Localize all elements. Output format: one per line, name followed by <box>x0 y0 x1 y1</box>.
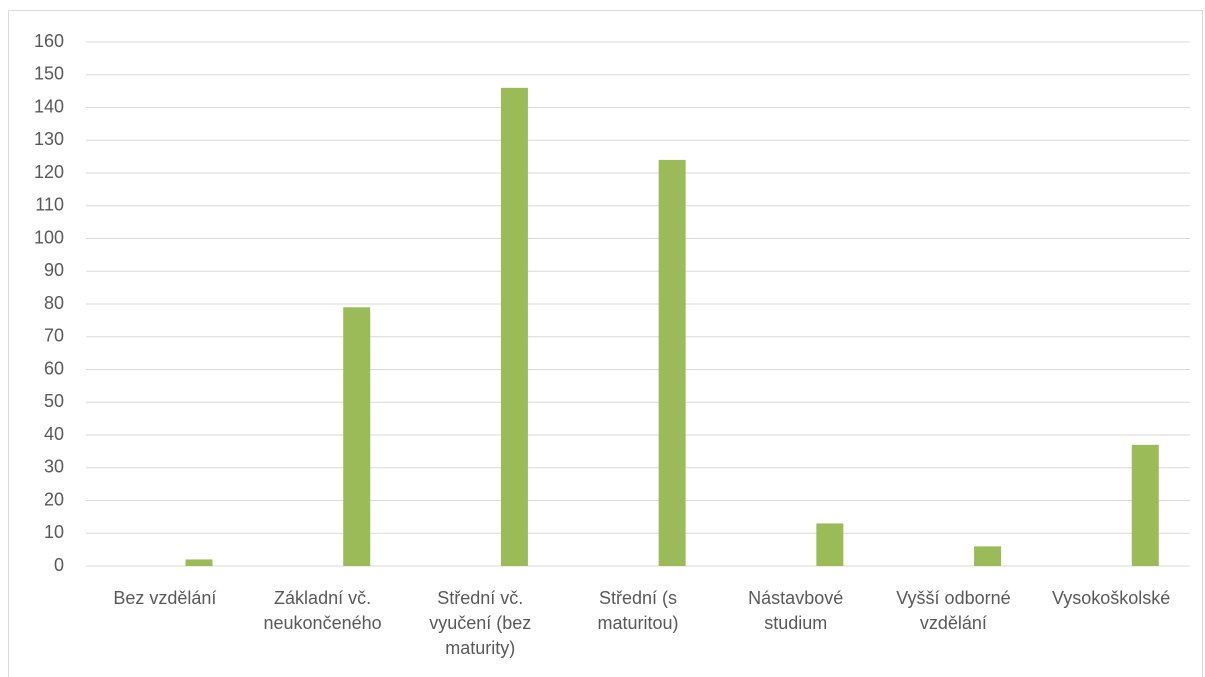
bar-5 <box>816 523 844 566</box>
x-tick-label: Vyšší odborné vzdělání <box>896 588 1010 633</box>
y-tick-label: 130 <box>34 129 64 149</box>
y-tick-label: 50 <box>44 391 64 411</box>
x-tick-label: Vysokoškolské <box>1052 588 1170 608</box>
y-tick-label: 0 <box>54 555 64 575</box>
y-tick-label: 90 <box>44 260 64 280</box>
y-tick-label: 30 <box>44 457 64 477</box>
bar-1 <box>185 559 213 566</box>
bar-7 <box>1131 444 1159 566</box>
y-tick-label: 40 <box>44 424 64 444</box>
y-tick-label: 150 <box>34 64 64 84</box>
y-tick-label: 140 <box>34 96 64 116</box>
y-tick-label: 70 <box>44 326 64 346</box>
y-tick-label: 120 <box>34 162 64 182</box>
x-tick-label: Bez vzdělání <box>113 588 216 608</box>
y-tick-label: 20 <box>44 489 64 509</box>
y-tick-label: 160 <box>34 31 64 51</box>
y-tick-label: 100 <box>34 227 64 247</box>
y-tick-label: 80 <box>44 293 64 313</box>
x-tick-label: Střední vč. vyučení (bez maturity) <box>429 588 531 658</box>
y-tick-label: 110 <box>35 195 64 215</box>
chart-frame <box>8 10 1203 677</box>
x-tick-label: Základní vč. neukončeného <box>264 588 382 633</box>
x-tick-label: Střední (s maturitou) <box>597 588 678 633</box>
x-tick-label: Nástavbové studium <box>748 588 843 633</box>
bar-4 <box>658 159 686 566</box>
y-tick-label: 10 <box>44 522 64 542</box>
bar-3 <box>500 87 528 566</box>
bar-2 <box>343 307 371 566</box>
bar-6 <box>974 546 1002 566</box>
y-tick-label: 60 <box>44 358 64 378</box>
